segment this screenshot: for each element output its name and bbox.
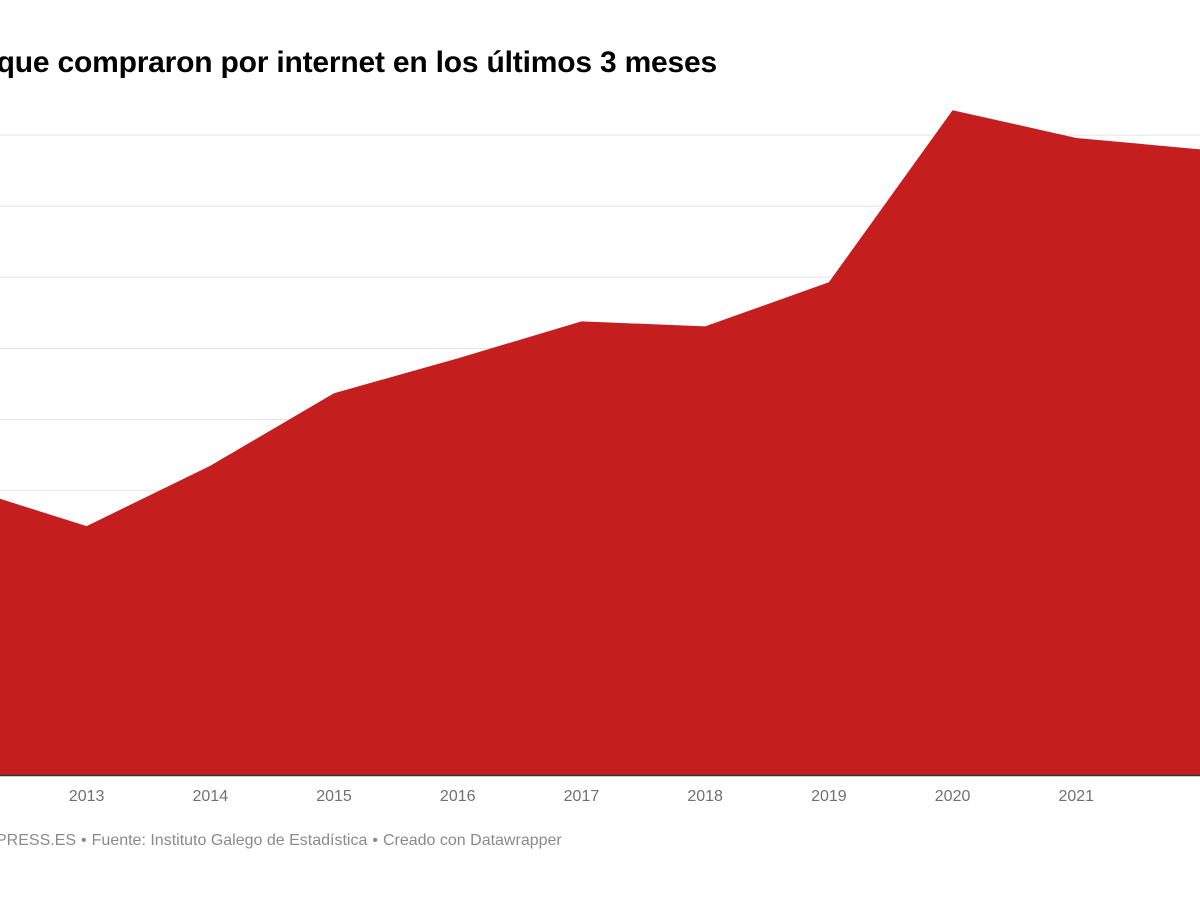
area-series (0, 110, 1200, 775)
x-tick-label-2017: 2017 (564, 788, 600, 805)
x-tick-label-2013: 2013 (69, 788, 105, 805)
x-tick-label-2015: 2015 (316, 788, 352, 805)
x-axis-tick-labels: 2013 2014 2015 2016 2017 2018 2019 2020 2021 (69, 788, 1094, 805)
x-tick-label-2021: 2021 (1058, 788, 1094, 805)
area-fill (0, 110, 1200, 775)
footer-tool: Creado con Datawrapper (382, 832, 562, 849)
footer-source: Fuente: Instituto Galego de Estadística (91, 832, 368, 849)
footer-credit: PRESS.ES (0, 832, 77, 849)
footer-separator: • (372, 832, 378, 849)
chart-footer: PRESS.ES • Fuente: Instituto Galego de Est… (0, 832, 562, 850)
x-tick-label-2020: 2020 (935, 788, 971, 805)
chart-title: s que compraron por internet en los últi… (0, 46, 717, 79)
x-tick-label-2014: 2014 (193, 788, 229, 805)
footer-separator: • (81, 832, 87, 849)
x-tick-label-2016: 2016 (440, 788, 476, 805)
x-tick-label-2018: 2018 (687, 788, 723, 805)
x-tick-label-2019: 2019 (811, 788, 847, 805)
